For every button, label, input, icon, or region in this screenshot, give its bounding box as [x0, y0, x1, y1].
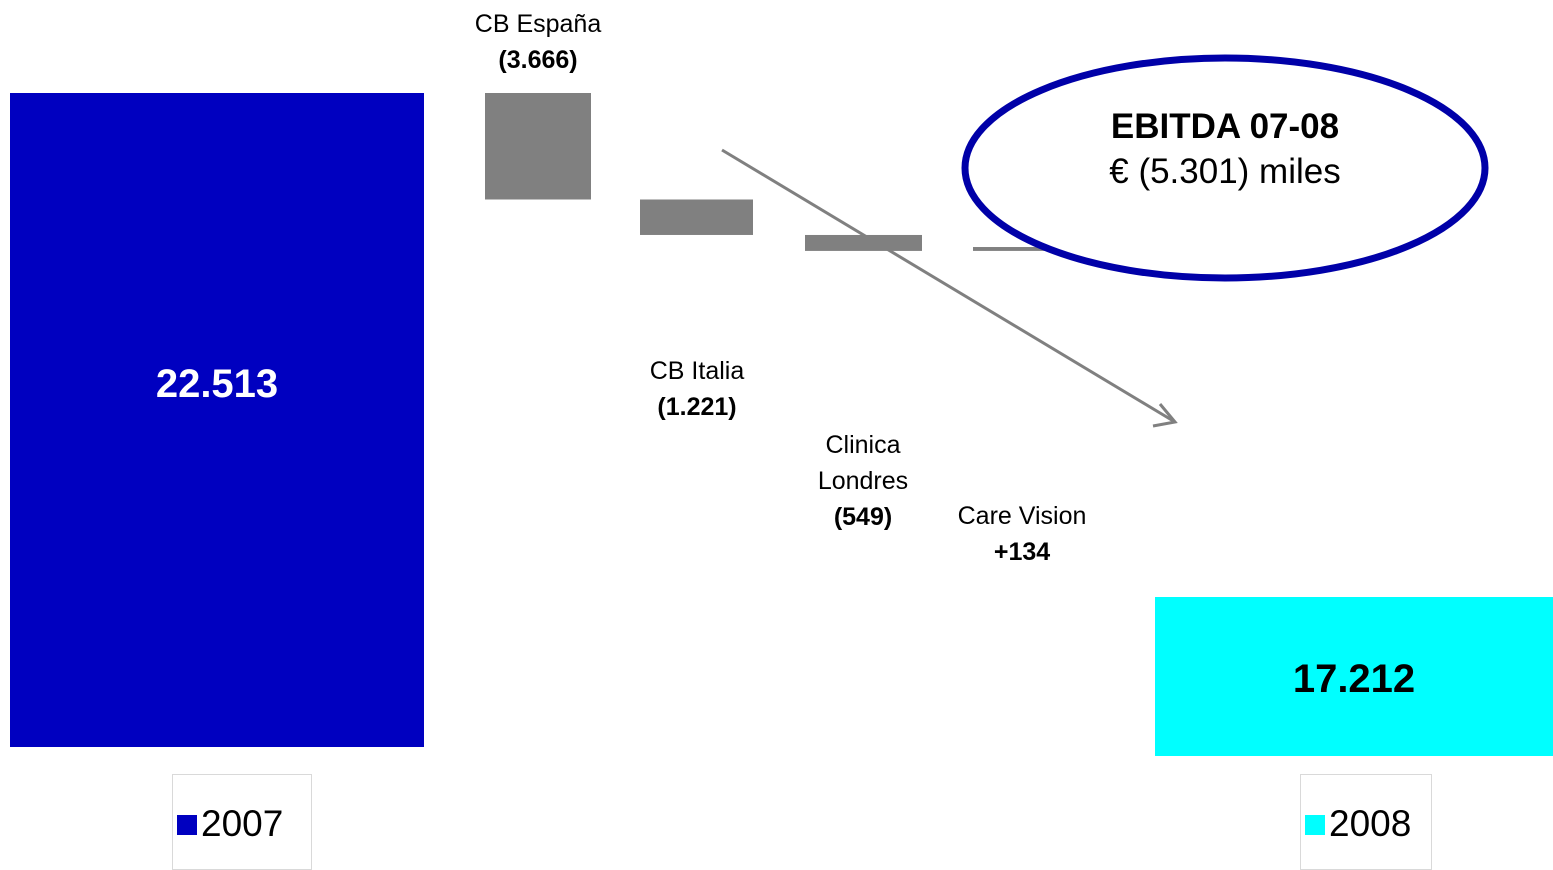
- label-clinica-londres-name-line2: Londres: [817, 467, 909, 495]
- bar-2007: [10, 93, 424, 747]
- bar-care-vision: [973, 247, 1082, 251]
- trend-arrow: [721, 148, 1178, 428]
- legend-label-2008: 2008: [1329, 803, 1412, 844]
- ebitda-callout: EBITDA 07-08 € (5.301) miles: [1000, 104, 1450, 194]
- label-cb-espana-name: CB España: [474, 10, 602, 38]
- legend-label-2007: 2007: [201, 803, 284, 844]
- label-clinica-londres-name-line1: Clinica: [825, 431, 901, 459]
- label-clinica-londres: Clinica Londres (549): [792, 427, 934, 535]
- legend-2007: 2007: [172, 774, 312, 870]
- label-cb-espana-value: (3.666): [498, 46, 578, 74]
- label-cb-italia-name: CB Italia: [649, 357, 745, 385]
- bar-2008: [1155, 597, 1553, 756]
- callout-title: EBITDA 07-08: [1110, 107, 1340, 146]
- label-cb-italia: CB Italia (1.221): [622, 353, 772, 425]
- bars-group: [10, 93, 1553, 756]
- callout-subtitle: € (5.301) miles: [1109, 152, 1341, 191]
- bar-clinica-londres: [805, 234, 922, 251]
- ebitda-callout-ellipse: [961, 54, 1489, 282]
- legend-swatch-2007: [177, 815, 197, 835]
- label-care-vision-value: +134: [993, 538, 1051, 566]
- label-care-vision: Care Vision +134: [942, 498, 1102, 570]
- label-cb-espana: CB España (3.666): [468, 6, 608, 78]
- label-clinica-londres-value: (549): [833, 503, 893, 531]
- label-care-vision-name: Care Vision: [957, 502, 1087, 530]
- bar-value-2008: 17.212: [1292, 657, 1416, 701]
- trend-arrow-line: [721, 148, 1176, 424]
- legend-2008: 2008: [1300, 774, 1432, 870]
- label-cb-italia-value: (1.221): [657, 393, 737, 421]
- bar-value-2007: 22.513: [155, 362, 279, 406]
- bar-cb-italia: [640, 199, 753, 235]
- legend-swatch-2008: [1305, 815, 1325, 835]
- trend-arrow-head: [1152, 403, 1178, 428]
- bar-cb-espa-a: [485, 93, 591, 200]
